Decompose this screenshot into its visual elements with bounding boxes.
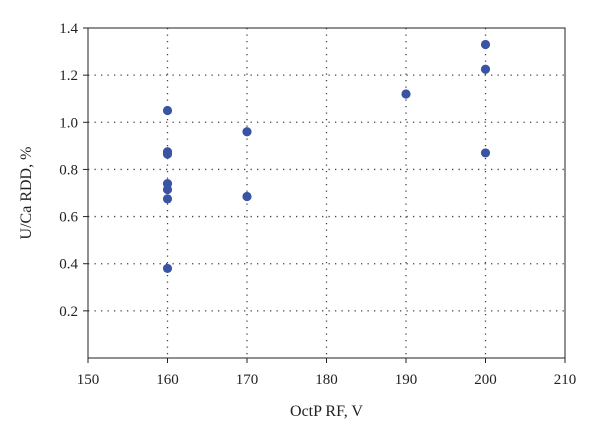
x-tick-label: 160	[156, 372, 179, 388]
y-axis-title: U/Ca RDD, %	[18, 147, 35, 240]
y-tick-label: 0.6	[59, 210, 78, 226]
data-point	[401, 89, 411, 99]
data-points	[162, 39, 491, 274]
x-tick-label: 190	[395, 372, 418, 388]
y-tick-label: 1.0	[59, 115, 78, 131]
y-tick-label: 1.2	[59, 68, 78, 84]
axis-ticks: 150 160 170 180 190 200 210 0.2 0.4 0.6 0.8 1.0 1.2 1…	[59, 21, 576, 388]
x-tick-label: 150	[77, 372, 100, 388]
x-tick-label: 170	[236, 372, 259, 388]
data-point	[162, 149, 173, 159]
y-tick-label: 0.8	[59, 162, 78, 178]
x-tick-label: 210	[554, 372, 577, 388]
data-point	[242, 191, 252, 202]
data-point	[480, 64, 491, 74]
data-point	[162, 105, 173, 116]
y-tick-label: 1.4	[59, 21, 78, 37]
x-axis-title: OctP RF, V	[290, 403, 363, 420]
data-point	[162, 263, 173, 274]
grid-lines	[88, 28, 565, 358]
data-point	[162, 194, 173, 204]
data-point	[162, 184, 173, 195]
data-point	[480, 39, 491, 50]
data-point	[242, 127, 252, 137]
y-tick-label: 0.2	[59, 304, 78, 320]
y-tick-label: 0.4	[59, 257, 78, 273]
x-tick-label: 180	[315, 372, 338, 388]
x-tick-label: 200	[474, 372, 497, 388]
data-point	[480, 148, 491, 158]
